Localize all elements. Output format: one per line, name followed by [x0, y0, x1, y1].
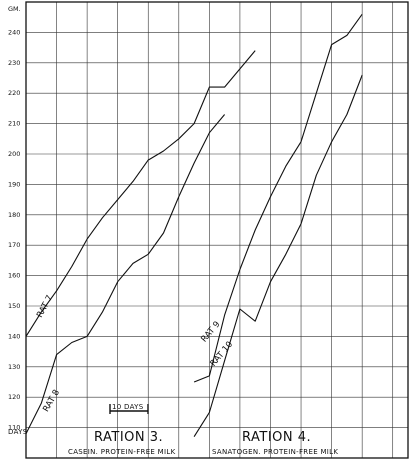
- series-line: [193, 13, 363, 383]
- y-tick-label: 160: [8, 272, 20, 280]
- y-axis-ticks: 110 120 130 140 150 160 170 180 190 200 210 220 230 2…: [8, 28, 20, 431]
- series-line: [193, 74, 363, 437]
- y-tick-label: 150: [8, 302, 20, 310]
- ration-4-subtitle: SANATOGEN. PROTEIN-FREE MILK: [212, 448, 338, 456]
- y-tick-label: 210: [8, 120, 20, 128]
- x-axis-label: DAYS: [8, 428, 28, 436]
- plot-border: [25, 1, 409, 459]
- series-line: [25, 50, 256, 337]
- y-tick-label: 200: [8, 150, 20, 158]
- series-label: RAT 10: [209, 340, 236, 369]
- scale-bar: 10 DAYS: [109, 403, 149, 414]
- y-tick-label: 130: [8, 363, 20, 371]
- plot-frame: [25, 1, 409, 459]
- y-tick-label: 190: [8, 180, 20, 188]
- ration-4-title: RATION 4.: [242, 430, 311, 445]
- y-axis-unit-label: GM.: [8, 5, 21, 13]
- y-tick-label: 110: [8, 424, 20, 432]
- series-label: RAT 7: [35, 294, 55, 320]
- y-tick-label: 220: [8, 89, 20, 97]
- ration-3-title: RATION 3.: [94, 430, 163, 445]
- series-label: RAT 9: [199, 320, 222, 345]
- y-tick-label: 120: [8, 393, 20, 401]
- y-tick-label: 230: [8, 59, 20, 67]
- series-lines: [25, 13, 363, 437]
- series-line: [25, 114, 226, 434]
- y-tick-label: 180: [8, 211, 20, 219]
- y-tick-label: 240: [8, 28, 20, 36]
- scale-bar-label: 10 DAYS: [112, 403, 144, 411]
- ration-3-subtitle: CASEIN. PROTEIN-FREE MILK: [68, 448, 176, 456]
- y-tick-label: 170: [8, 241, 20, 249]
- y-tick-label: 140: [8, 332, 20, 340]
- grid: [26, 2, 408, 458]
